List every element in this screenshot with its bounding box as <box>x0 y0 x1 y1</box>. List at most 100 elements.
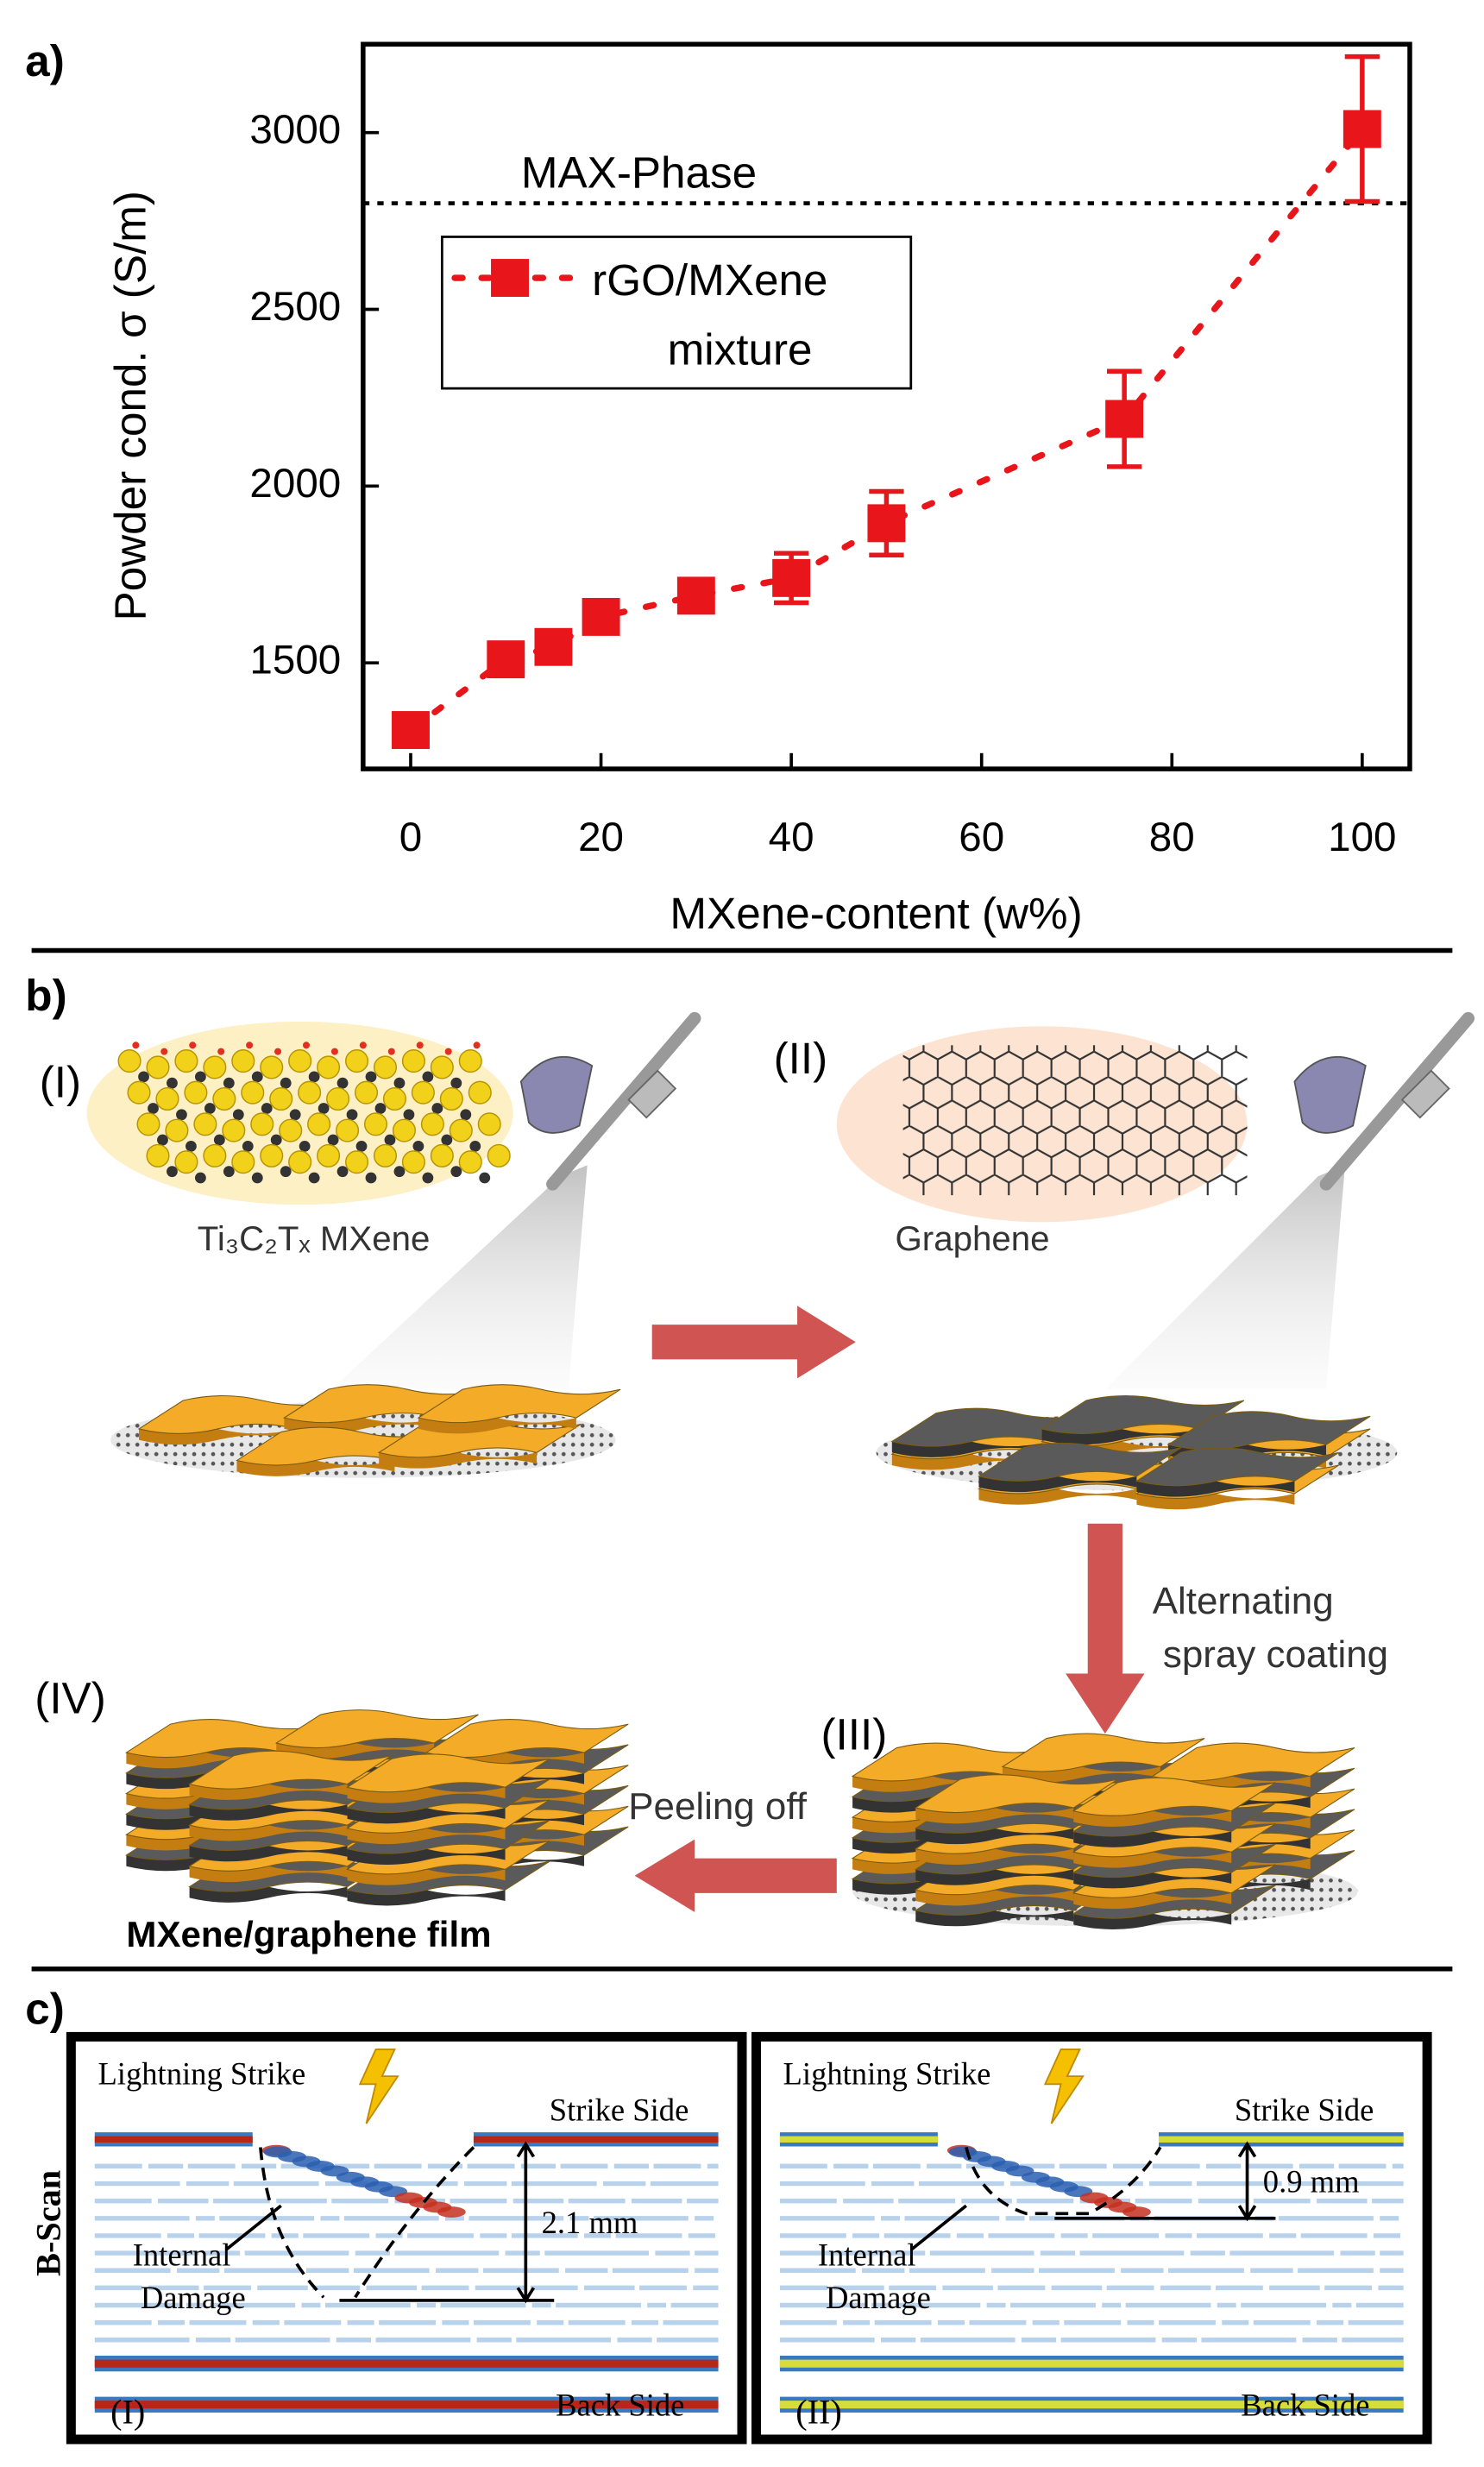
x-tick-label: 100 <box>1328 815 1396 860</box>
atom <box>344 1049 369 1073</box>
atom <box>384 1134 396 1146</box>
atom <box>299 1141 311 1152</box>
atom <box>393 1166 406 1178</box>
atom <box>317 1143 341 1167</box>
atom <box>354 1080 379 1104</box>
damage-echo <box>1021 2171 1050 2183</box>
material-label: Ti₃C₂Tₓ MXene <box>198 1219 431 1258</box>
damage-echo <box>263 2146 292 2158</box>
spray-gun <box>519 1055 594 1134</box>
atom <box>392 1118 416 1142</box>
legend-marker <box>491 259 529 297</box>
atom <box>231 1150 255 1174</box>
marker <box>487 640 525 679</box>
atom <box>359 1042 367 1049</box>
atom <box>261 1103 273 1114</box>
spray-gun <box>627 1069 677 1119</box>
panel-label: c) <box>25 1985 65 2034</box>
atom <box>401 1150 425 1174</box>
atom <box>223 1166 235 1178</box>
spray-cone <box>331 1165 588 1390</box>
arrow <box>1066 1523 1145 1734</box>
damage-echo <box>1079 2192 1109 2204</box>
sheet <box>417 1384 621 1424</box>
atom <box>458 1150 482 1174</box>
atom <box>279 1118 303 1142</box>
atom <box>186 1141 197 1152</box>
sheet <box>1072 1777 1276 1816</box>
spray-cone <box>1104 1165 1345 1390</box>
atom <box>194 1172 206 1184</box>
atom <box>373 1143 398 1167</box>
atom <box>250 1112 274 1136</box>
atom <box>450 1077 462 1089</box>
atom <box>479 1172 491 1184</box>
atom <box>117 1049 141 1073</box>
x-axis-label: MXene-content (w%) <box>670 889 1082 938</box>
atom <box>302 1042 311 1049</box>
atom <box>346 1109 358 1121</box>
atom <box>444 1048 452 1055</box>
atom <box>241 1080 265 1104</box>
atom <box>382 1086 406 1111</box>
sheet <box>1001 1733 1205 1772</box>
atom <box>193 1112 217 1136</box>
atom <box>420 1112 444 1136</box>
sheet <box>424 1719 629 1759</box>
atom <box>274 1048 282 1055</box>
atom <box>223 1077 235 1089</box>
plot-area: 1500 2000 2500 3000 0 20 40 60 80 100 MAX-Phase rGO… <box>249 53 1410 860</box>
atom <box>260 1143 284 1167</box>
atom <box>132 1042 140 1049</box>
atom <box>174 1049 198 1073</box>
atom <box>355 1141 368 1152</box>
atom <box>194 1071 206 1083</box>
atom <box>336 1077 349 1089</box>
atom <box>469 1141 481 1152</box>
spray-gun <box>1400 1069 1450 1119</box>
atom <box>288 1049 312 1073</box>
plot-frame <box>361 41 1412 771</box>
atom <box>242 1141 254 1152</box>
spray-gun <box>1293 1055 1367 1134</box>
step-label: (I) <box>40 1058 81 1107</box>
pointer <box>909 2204 967 2251</box>
atom <box>146 1055 170 1079</box>
y-tick-label: 2000 <box>249 461 341 507</box>
atom <box>148 1103 159 1114</box>
atom <box>251 1172 263 1184</box>
side-label: Strike Side <box>550 2092 689 2127</box>
step-label: (III) <box>821 1709 887 1759</box>
atom <box>403 1109 415 1121</box>
damage-label: Internal Damage <box>133 2237 246 2315</box>
atom <box>298 1080 322 1104</box>
atom <box>330 1048 338 1055</box>
atom <box>318 1103 330 1114</box>
marker <box>772 558 811 597</box>
marker <box>582 597 620 636</box>
atom <box>260 1055 284 1079</box>
reference-label: MAX-Phase <box>521 148 757 197</box>
arrow <box>651 1306 856 1379</box>
atom <box>412 1141 424 1152</box>
legend-label: rGO/MXene mixture <box>592 255 827 374</box>
strike-label: Lightning Strike <box>97 2055 305 2091</box>
atom <box>393 1077 406 1089</box>
damage-echo <box>948 2146 978 2158</box>
depth-label: 0.9 mm <box>1263 2164 1360 2200</box>
panel-label: b) <box>25 971 66 1020</box>
atom <box>289 1109 301 1121</box>
marker <box>867 504 906 543</box>
x-tick-label: 80 <box>1149 815 1195 860</box>
depth-label: 2.1 mm <box>542 2205 638 2240</box>
atom <box>430 1143 454 1167</box>
process-label: Peeling off <box>628 1785 807 1828</box>
atom <box>138 1071 149 1083</box>
atom <box>269 1086 293 1111</box>
atom <box>176 1109 187 1121</box>
side-label: Back Side <box>556 2388 684 2423</box>
atom <box>344 1150 369 1174</box>
sheet <box>914 1774 1118 1814</box>
b-scans: Lightning Strike Strike Side Internal Dama… <box>66 2031 1432 2445</box>
